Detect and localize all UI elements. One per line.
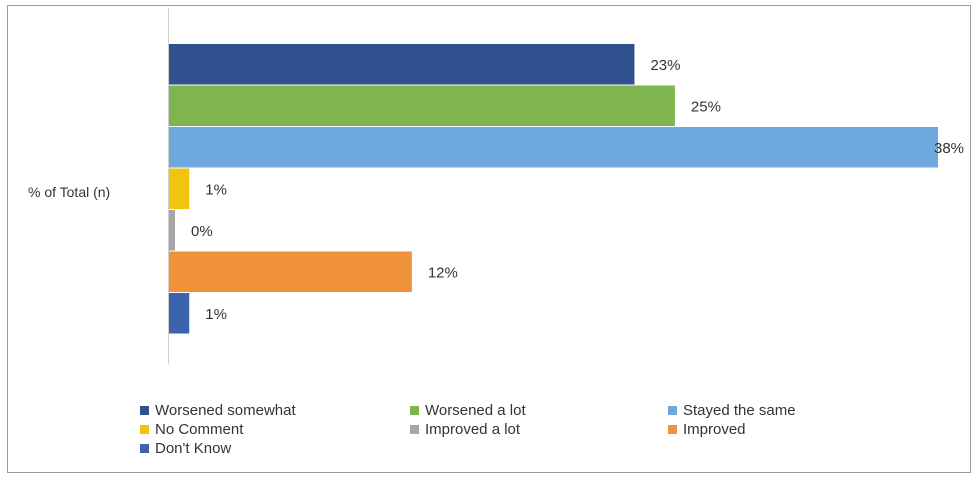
legend-label: Don't Know [155,440,232,457]
bar-no-comment [169,168,190,209]
legend-label: Worsened somewhat [155,402,296,419]
bar-don-t-know [169,293,190,334]
data-label-worsened-a-lot: 25% [691,98,721,115]
legend-item: Worsened somewhat [140,402,296,419]
legend-item: Worsened a lot [410,402,526,419]
bar-improved-a-lot [169,210,175,251]
data-label-stayed-the-same: 38% [934,140,964,157]
bar-worsened-somewhat [169,44,635,85]
bar-improved [169,251,412,292]
legend-label: Improved a lot [425,421,521,438]
legend-swatch [668,406,677,415]
legend-item: Improved a lot [410,421,520,438]
data-label-improved: 12% [428,264,458,281]
legend-item: Don't Know [140,440,231,457]
legend-label: Worsened a lot [425,402,526,419]
legend-item: Improved [668,421,746,438]
bar-stayed-the-same [169,127,938,168]
data-label-improved-a-lot: 0% [191,223,213,240]
legend-label: Improved [683,421,746,438]
legend-item: Stayed the same [668,402,796,419]
legend-swatch [140,406,149,415]
legend-swatch [668,425,677,434]
legend-item: No Comment [140,421,243,438]
legend-swatch [410,406,419,415]
legend-swatch [140,425,149,434]
bar-worsened-a-lot [169,85,675,126]
data-label-don-t-know: 1% [205,306,227,323]
category-label: % of Total (n) [28,184,111,200]
legend-swatch [410,425,419,434]
data-label-no-comment: 1% [205,181,227,198]
data-label-worsened-somewhat: 23% [650,57,680,74]
legend-label: No Comment [155,421,244,438]
legend-swatch [140,444,149,453]
legend-label: Stayed the same [683,402,796,419]
